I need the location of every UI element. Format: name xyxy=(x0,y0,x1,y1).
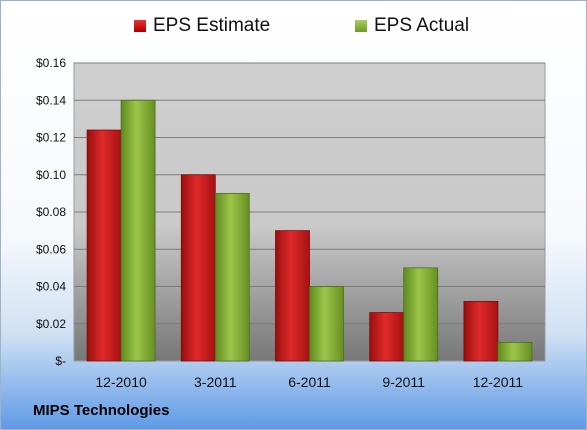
y-tick-label: $0.10 xyxy=(36,168,66,182)
y-tick-label: $- xyxy=(55,354,66,368)
x-tick-label: 12-2010 xyxy=(95,374,147,390)
legend-item-estimate: EPS Estimate xyxy=(134,15,270,37)
bar-estimate xyxy=(275,230,310,362)
x-tick-label: 3-2011 xyxy=(194,374,237,390)
legend-item-actual: EPS Actual xyxy=(355,15,469,37)
bar-estimate xyxy=(86,129,122,362)
y-tick-label: $0.12 xyxy=(36,131,66,145)
y-tick-label: $0.02 xyxy=(36,317,66,331)
x-tick-label: 6-2011 xyxy=(288,374,331,390)
legend: EPS Estimate EPS Actual xyxy=(1,15,586,43)
y-tick-label: $0.06 xyxy=(36,242,66,256)
bar-actual xyxy=(309,286,344,362)
bar-actual xyxy=(214,192,250,362)
x-tick-label: 9-2011 xyxy=(382,374,425,390)
y-tick-label: $0.04 xyxy=(36,280,66,294)
y-tick-label: $0.08 xyxy=(36,205,66,219)
x-tick-label: 12-2011 xyxy=(473,374,524,390)
bar-estimate xyxy=(180,174,216,362)
bar-estimate xyxy=(463,300,499,362)
legend-label-estimate: EPS Estimate xyxy=(153,15,271,36)
bar-actual xyxy=(497,341,533,362)
legend-label-actual: EPS Actual xyxy=(374,15,470,36)
bar-estimate xyxy=(369,312,405,362)
bar-actual xyxy=(120,99,156,362)
y-tick-label: $0.16 xyxy=(36,56,66,70)
bar-actual xyxy=(403,267,439,362)
company-name: MIPS Technologies xyxy=(33,402,170,419)
y-tick-label: $0.14 xyxy=(36,93,66,107)
legend-swatch-actual xyxy=(355,20,367,32)
legend-swatch-estimate xyxy=(134,20,146,32)
